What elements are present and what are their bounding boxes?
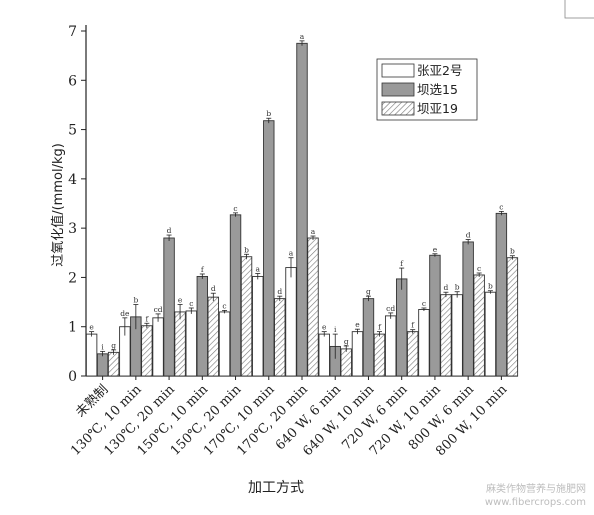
bar [340,348,352,377]
significance-label: d [277,287,282,296]
bar [473,274,485,377]
bar [451,294,463,377]
bar [174,311,186,377]
bar [252,275,264,377]
significance-label: de [120,309,130,318]
legend-swatch [381,101,415,116]
significance-label: c [499,202,503,211]
significance-label: g [111,341,116,350]
bar [141,325,153,377]
watermark-line-2: www.fibercrops.com [484,497,586,508]
significance-label: a [300,32,305,41]
significance-label: g [366,287,371,296]
bar [440,294,452,377]
bar [307,237,319,377]
significance-label: f [201,265,205,274]
legend-label: 张亚2号 [417,63,462,78]
bar [185,310,198,377]
significance-label: a [256,264,261,273]
significance-label: e [89,323,94,332]
y-tick-label: 7 [68,24,77,40]
bar [285,267,297,377]
bar [218,311,231,377]
significance-label: e [322,323,327,332]
bar [96,353,109,377]
bar [274,298,286,377]
significance-label: b [133,296,138,305]
significance-label: e [433,245,438,254]
significance-label: d [211,284,216,293]
bar [207,296,220,377]
y-tick-label: 3 [68,221,77,237]
bar [362,298,375,377]
significance-label: b [244,245,249,254]
y-tick-label: 6 [68,73,77,89]
significance-label: c [477,264,481,273]
bar [484,291,497,377]
legend-label: 坝亚19 [417,101,458,116]
y-axis-title: 过氧化值/(mmol/kg) [50,143,66,267]
significance-label: a [311,227,316,236]
significance-label: f [400,259,404,268]
y-tick-label: 0 [68,369,77,385]
bar [163,237,175,377]
significance-label: g [344,337,349,346]
bar [240,256,253,377]
corner-mark [564,0,594,19]
y-tick-label: 2 [68,270,77,286]
significance-label: d [444,283,449,292]
bar [107,351,120,377]
bar [462,241,474,377]
significance-label: b [510,247,515,256]
significance-label: cd [386,304,395,313]
significance-label: f [145,314,149,323]
significance-label: b [266,109,271,118]
bar [506,257,519,377]
bar [152,317,164,377]
bar [495,212,508,377]
significance-label: cd [154,305,163,314]
significance-label: d [466,230,471,239]
significance-label: i [334,325,337,334]
legend-label: 坝选15 [417,82,458,97]
bar [351,331,364,377]
bar [429,254,441,377]
bar [418,309,430,377]
y-tick-label: 4 [68,172,77,188]
bar [406,331,419,377]
bar [263,120,275,377]
bar [395,278,408,377]
significance-label: e [355,320,360,329]
bar [229,214,242,377]
significance-label: c [422,299,426,308]
watermark: 麻类作物营养与施肥网 www.fibercrops.com [485,483,586,509]
significance-label: i [101,342,104,351]
significance-label: e [178,296,183,305]
significance-label: f [411,321,415,330]
significance-label: c [233,204,237,213]
bar [373,333,386,377]
x-axis-title: 加工方式 [248,480,304,496]
y-tick-label: 5 [68,123,77,139]
bar [318,333,330,377]
y-tick-label: 1 [68,320,77,336]
bar [85,333,98,377]
significance-label: d [167,226,172,235]
significance-label: b [455,283,460,292]
bar [384,315,397,377]
significance-label: b [488,282,493,291]
legend-swatch [381,82,415,97]
bar [196,275,209,377]
bar [296,42,308,377]
significance-label: c [189,299,193,308]
watermark-line-1: 麻类作物营养与施肥网 [486,484,586,495]
significance-label: f [378,323,382,332]
significance-label: c [222,301,226,310]
legend-swatch [381,63,415,78]
significance-label: a [289,249,294,258]
